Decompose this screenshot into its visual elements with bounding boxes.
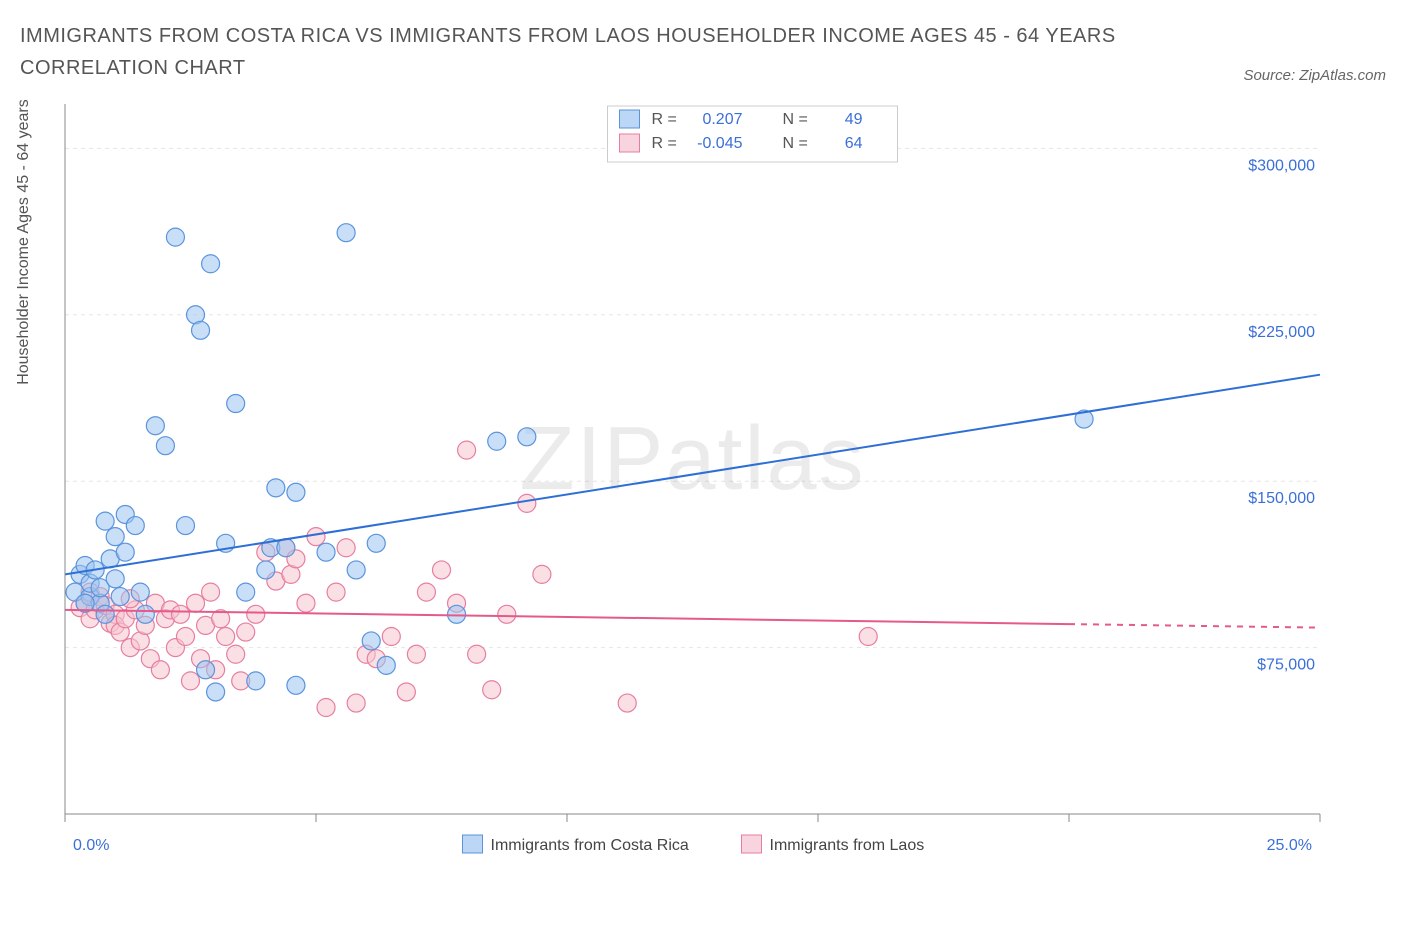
scatter-point — [237, 583, 255, 601]
scatter-point — [202, 255, 220, 273]
scatter-point — [488, 432, 506, 450]
scatter-point — [96, 605, 114, 623]
scatter-point — [176, 517, 194, 535]
scatter-point — [377, 656, 395, 674]
scatter-point — [347, 561, 365, 579]
scatter-point — [533, 565, 551, 583]
scatter-point — [136, 605, 154, 623]
scatter-point — [397, 683, 415, 701]
y-tick-label: $150,000 — [1248, 490, 1315, 507]
scatter-point — [317, 543, 335, 561]
scatter-point — [448, 605, 466, 623]
scatter-point — [498, 605, 516, 623]
scatter-point — [337, 224, 355, 242]
scatter-point — [297, 594, 315, 612]
scatter-point — [166, 228, 184, 246]
scatter-point — [187, 594, 205, 612]
scatter-point — [317, 699, 335, 717]
scatter-point — [156, 437, 174, 455]
scatter-point — [407, 645, 425, 663]
scatter-point — [111, 588, 129, 606]
x-tick-label: 0.0% — [73, 837, 109, 854]
scatter-point — [227, 395, 245, 413]
scatter-point — [106, 570, 124, 588]
correlation-scatter-chart: $75,000$150,000$225,000$300,000ZIPatlas0… — [20, 94, 1340, 904]
legend-r-value: -0.045 — [697, 135, 742, 152]
scatter-point — [106, 528, 124, 546]
legend-r-label: R = — [652, 135, 677, 152]
scatter-point — [433, 561, 451, 579]
scatter-point — [287, 676, 305, 694]
legend-series-label: Immigrants from Laos — [770, 837, 925, 854]
scatter-point — [126, 517, 144, 535]
scatter-point — [267, 479, 285, 497]
y-tick-label: $225,000 — [1248, 324, 1315, 341]
scatter-point — [207, 683, 225, 701]
y-tick-label: $75,000 — [1257, 657, 1315, 674]
scatter-point — [859, 628, 877, 646]
scatter-point — [362, 632, 380, 650]
scatter-point — [96, 512, 114, 530]
scatter-point — [277, 539, 295, 557]
scatter-point — [237, 623, 255, 641]
scatter-point — [192, 321, 210, 339]
scatter-point — [518, 494, 536, 512]
legend-swatch — [620, 134, 640, 152]
scatter-point — [307, 528, 325, 546]
scatter-point — [518, 428, 536, 446]
scatter-point — [327, 583, 345, 601]
trend-line — [65, 375, 1320, 575]
scatter-point — [131, 583, 149, 601]
scatter-point — [217, 628, 235, 646]
scatter-point — [382, 628, 400, 646]
legend-series-label: Immigrants from Costa Rica — [491, 837, 689, 854]
trend-line-dashed — [1069, 624, 1320, 628]
y-tick-label: $300,000 — [1248, 157, 1315, 174]
scatter-point — [468, 645, 486, 663]
legend-r-label: R = — [652, 111, 677, 128]
scatter-point — [257, 561, 275, 579]
scatter-point — [247, 672, 265, 690]
scatter-point — [202, 583, 220, 601]
scatter-point — [151, 661, 169, 679]
legend-n-label: N = — [783, 111, 808, 128]
legend-swatch — [463, 835, 483, 853]
scatter-point — [417, 583, 435, 601]
scatter-point — [227, 645, 245, 663]
legend-n-value: 49 — [845, 111, 863, 128]
scatter-point — [618, 694, 636, 712]
scatter-point — [483, 681, 501, 699]
scatter-point — [247, 605, 265, 623]
x-tick-label: 25.0% — [1267, 837, 1312, 854]
legend-swatch — [620, 110, 640, 128]
scatter-point — [367, 534, 385, 552]
scatter-point — [197, 661, 215, 679]
scatter-point — [171, 605, 189, 623]
legend-n-value: 64 — [845, 135, 863, 152]
scatter-point — [347, 694, 365, 712]
scatter-point — [146, 417, 164, 435]
chart-title: IMMIGRANTS FROM COSTA RICA VS IMMIGRANTS… — [20, 20, 1120, 84]
scatter-point — [182, 672, 200, 690]
scatter-point — [287, 483, 305, 501]
legend-r-value: 0.207 — [702, 111, 742, 128]
scatter-point — [458, 441, 476, 459]
scatter-point — [116, 543, 134, 561]
legend-n-label: N = — [783, 135, 808, 152]
legend-swatch — [742, 835, 762, 853]
source-attribution: Source: ZipAtlas.com — [1243, 67, 1386, 84]
scatter-point — [337, 539, 355, 557]
y-axis-label: Householder Income Ages 45 - 64 years — [15, 99, 33, 385]
scatter-point — [176, 628, 194, 646]
